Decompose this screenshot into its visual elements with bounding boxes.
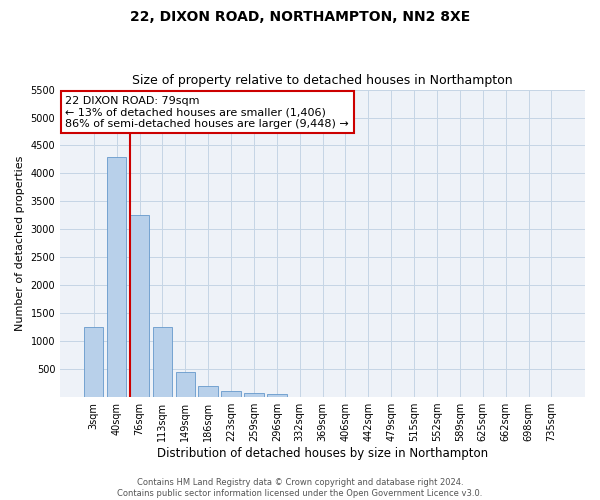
Text: 22 DIXON ROAD: 79sqm
← 13% of detached houses are smaller (1,406)
86% of semi-de: 22 DIXON ROAD: 79sqm ← 13% of detached h… [65, 96, 349, 129]
Bar [176, 372, 195, 397]
Bar [152, 327, 172, 397]
Text: Contains HM Land Registry data © Crown copyright and database right 2024.
Contai: Contains HM Land Registry data © Crown c… [118, 478, 482, 498]
X-axis label: Distribution of detached houses by size in Northampton: Distribution of detached houses by size … [157, 447, 488, 460]
Bar [107, 156, 127, 397]
Text: 22, DIXON ROAD, NORTHAMPTON, NN2 8XE: 22, DIXON ROAD, NORTHAMPTON, NN2 8XE [130, 10, 470, 24]
Bar [244, 392, 263, 397]
Bar [267, 394, 287, 397]
Bar [221, 392, 241, 397]
Bar [199, 386, 218, 397]
Y-axis label: Number of detached properties: Number of detached properties [15, 156, 25, 331]
Title: Size of property relative to detached houses in Northampton: Size of property relative to detached ho… [132, 74, 513, 87]
Bar [130, 216, 149, 397]
Bar [84, 327, 103, 397]
